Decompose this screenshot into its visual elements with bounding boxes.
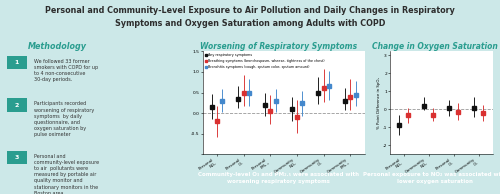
Text: 1: 1 [14, 60, 19, 65]
FancyBboxPatch shape [6, 151, 27, 164]
Text: We followed 33 former
smokers with COPD for up
to 4 non-consecutive
30-day perio: We followed 33 former smokers with COPD … [34, 59, 98, 82]
Text: Personal and
community-level exposure
to air  pollutants were
measured by portab: Personal and community-level exposure to… [34, 153, 99, 194]
Text: Change in Oxygen Saturation: Change in Oxygen Saturation [372, 42, 498, 51]
Text: 3: 3 [14, 155, 19, 160]
Text: Methodology: Methodology [28, 42, 87, 51]
Text: Participants recorded
worsening of respiratory
symptoms  by daily
questionnaire,: Participants recorded worsening of respi… [34, 101, 94, 137]
FancyBboxPatch shape [6, 98, 27, 112]
Text: Community-level O₃ and PM₂.₅ were associated with
worsening respiratory symptoms: Community-level O₃ and PM₂.₅ were associ… [198, 172, 359, 184]
FancyBboxPatch shape [6, 56, 27, 69]
Legend: Any respiratory symptoms, Breathing symptoms (bronchospasm, wheeze, tightness of: Any respiratory symptoms, Breathing symp… [204, 53, 325, 69]
Text: 2: 2 [14, 103, 19, 108]
Text: Personal and Community-Level Exposure to Air Pollution and Daily Changes in Resp: Personal and Community-Level Exposure to… [45, 6, 455, 28]
Y-axis label: % Point Difference in SpO₂: % Point Difference in SpO₂ [377, 77, 381, 129]
Text: Worsening of Respiratory Symptoms: Worsening of Respiratory Symptoms [200, 42, 358, 51]
Text: Personal exposure to NO₂ was associated with
lower oxygen saturation: Personal exposure to NO₂ was associated … [363, 172, 500, 184]
